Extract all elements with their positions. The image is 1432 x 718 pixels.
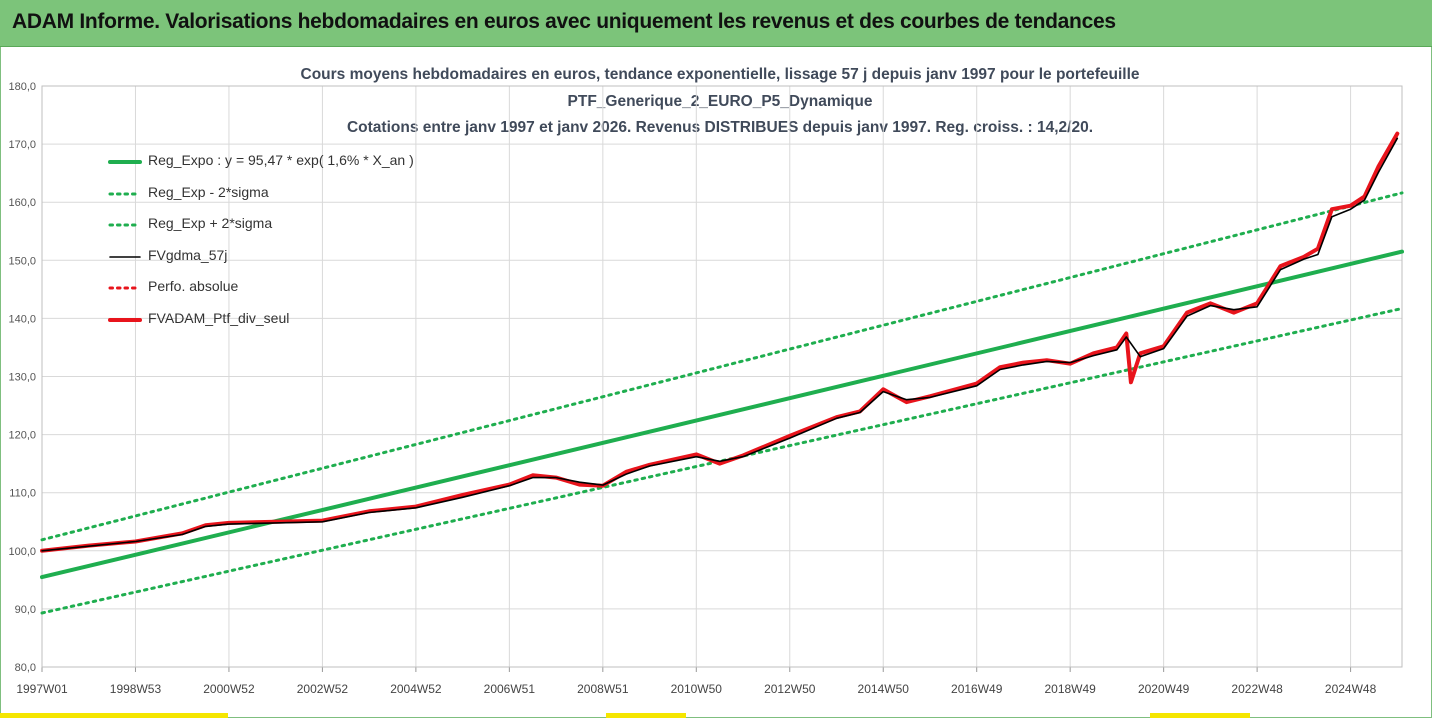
legend-swatch (108, 192, 142, 195)
legend-swatch (108, 160, 142, 164)
legend-label: Reg_Exp - 2*sigma (148, 183, 269, 200)
legend-swatch (109, 255, 141, 258)
x-tick-label: 2022W48 (1231, 682, 1283, 696)
y-tick-label: 80,0 (15, 662, 36, 674)
x-tick-label: 2010W50 (671, 682, 723, 696)
series-line-2 (40, 191, 1404, 542)
legend-item: FVADAM_Ptf_div_seul (108, 310, 468, 330)
x-tick-label: 1997W01 (16, 682, 68, 696)
y-tick-label: 180,0 (8, 81, 36, 93)
header-banner: ADAM Informe. Valorisations hebdomadaire… (0, 0, 1432, 47)
legend-item: Reg_Exp - 2*sigma (108, 184, 468, 204)
chart-title-line-2: PTF_Generique_2_EURO_P5_Dynamique (567, 93, 873, 110)
x-tick-label: 2024W48 (1325, 682, 1377, 696)
x-tick-label: 2008W51 (577, 682, 629, 696)
chart-title-line-3: Cotations entre janv 1997 et janv 2026. … (346, 119, 1094, 136)
x-tick-label: 2006W51 (484, 682, 536, 696)
bottom-accent-mid (606, 713, 686, 718)
legend-swatch (108, 317, 142, 322)
legend-label: Perfo. absolue (148, 278, 239, 294)
y-tick-label: 160,0 (8, 197, 36, 209)
legend-item: Perfo. absolue (108, 278, 468, 298)
x-tick-label: 2014W50 (858, 682, 910, 696)
x-tick-label: 1998W53 (110, 682, 162, 696)
legend-label: Reg_Exp + 2*sigma (148, 215, 273, 231)
x-tick-label: 2012W50 (764, 682, 816, 696)
y-tick-label: 90,0 (15, 604, 36, 616)
x-tick-label: 2016W49 (951, 682, 1003, 696)
x-tick-label: 2020W49 (1138, 682, 1190, 696)
y-tick-label: 120,0 (8, 430, 36, 442)
legend-label: FVgdma_57j (148, 246, 228, 263)
x-tick-label: 2004W52 (390, 682, 442, 696)
bottom-accent-right (1150, 713, 1250, 718)
x-tick-label: 2000W52 (203, 682, 255, 696)
chart-title-line-1: Cours moyens hebdomadaires en euros, ten… (300, 66, 1140, 83)
legend-swatch (108, 223, 142, 227)
y-tick-label: 110,0 (9, 488, 36, 500)
x-tick-label: 2002W52 (297, 682, 349, 696)
y-tick-label: 100,0 (8, 546, 36, 558)
y-tick-label: 170,0 (8, 139, 36, 151)
series-line-0 (40, 249, 1404, 580)
legend-item: Reg_Exp + 2*sigma (108, 215, 468, 235)
legend-swatch (108, 286, 142, 290)
page-title: ADAM Informe. Valorisations hebdomadaire… (12, 10, 1116, 33)
y-tick-label: 130,0 (8, 372, 36, 384)
legend-item: Reg_Expo : y = 95,47 * exp( 1,6% * X_an … (108, 152, 468, 172)
x-tick-label: 2018W49 (1044, 682, 1096, 696)
plot-area (41, 85, 1403, 668)
bottom-accent-left (0, 713, 228, 718)
legend-label: FVADAM_Ptf_div_seul (148, 309, 290, 326)
legend-item: FVgdma_57j (108, 247, 468, 267)
series-line-3 (41, 137, 1399, 552)
legend-label: Reg_Expo : y = 95,47 * exp( 1,6% * X_an … (148, 152, 414, 168)
y-tick-label: 150,0 (8, 255, 36, 267)
y-tick-label: 140,0 (8, 313, 36, 325)
